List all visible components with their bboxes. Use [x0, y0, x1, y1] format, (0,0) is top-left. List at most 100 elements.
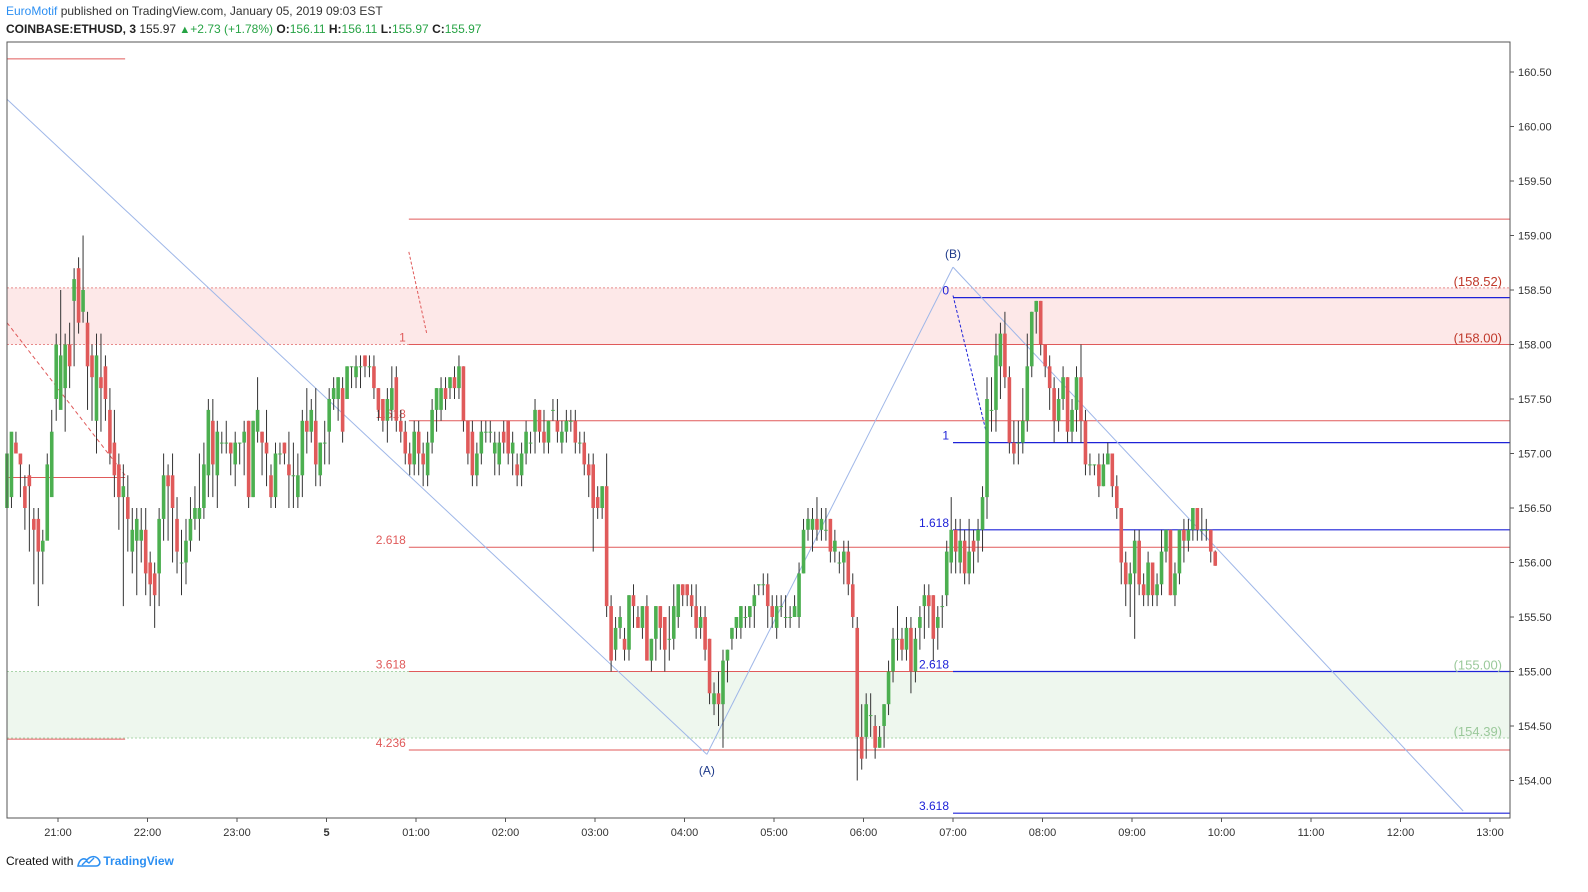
candle-body — [461, 366, 466, 421]
candle-body — [354, 366, 358, 378]
candle-body — [694, 606, 698, 628]
candle-body — [1191, 508, 1195, 530]
candle-body — [542, 431, 546, 443]
candle-body — [1132, 540, 1137, 574]
x-tick-label: 09:00 — [1118, 827, 1146, 839]
candle-body — [698, 617, 703, 628]
candle-body — [273, 453, 278, 498]
symbol-name: COINBASE:ETHUSD, 3 — [6, 22, 137, 36]
candle-body — [962, 540, 967, 574]
candle-body — [1173, 573, 1177, 596]
x-tick-label: 01:00 — [402, 827, 430, 839]
candle-body — [421, 453, 425, 465]
dashed-projection-line — [952, 295, 990, 443]
candle-body — [985, 399, 989, 498]
candle-body — [586, 464, 591, 476]
candle-body — [81, 290, 85, 312]
candle-body — [895, 638, 900, 640]
close-value: 155.97 — [444, 22, 482, 36]
candle-body — [327, 399, 331, 432]
candle-body — [944, 551, 949, 596]
candle-body — [971, 540, 976, 552]
candle-body — [1088, 464, 1092, 466]
x-tick-label: 23:00 — [223, 827, 251, 839]
x-tick-label: 06:00 — [850, 827, 878, 839]
candle-body — [1047, 366, 1052, 389]
candle-body — [1034, 300, 1039, 312]
author-link[interactable]: EuroMotif — [6, 4, 58, 18]
green-zone — [7, 671, 1510, 738]
candle-body — [264, 442, 269, 454]
candle-body — [671, 606, 676, 639]
candle-body — [886, 671, 891, 705]
candle-body — [591, 464, 596, 508]
candle-body — [372, 366, 376, 389]
x-tick-label: 02:00 — [492, 827, 520, 839]
candle-body — [152, 573, 157, 596]
candle-body — [716, 693, 721, 705]
candle-body — [492, 442, 497, 454]
chart-header: EuroMotif published on TradingView.com, … — [6, 4, 1566, 38]
candle-body — [721, 660, 725, 705]
candle-body — [457, 366, 461, 389]
candle-body — [367, 366, 372, 368]
candle-body — [761, 584, 766, 586]
candle-body — [1021, 420, 1025, 443]
candle-body — [613, 627, 618, 650]
candle-body — [1106, 453, 1110, 465]
candle-body — [251, 420, 255, 498]
candle-body — [1025, 366, 1030, 421]
candle-body — [935, 617, 940, 628]
candle-body — [1079, 377, 1083, 421]
created-with-text: Created with — [6, 854, 74, 868]
y-tick-label: 157.00 — [1518, 449, 1552, 461]
candle-body — [219, 442, 224, 444]
x-tick-label: 04:00 — [671, 827, 699, 839]
candle-body — [680, 584, 685, 596]
candle-body — [537, 409, 542, 432]
candle-body — [117, 464, 121, 498]
candle-body — [1155, 584, 1159, 596]
candle-body — [63, 344, 67, 389]
candle-body — [72, 279, 76, 301]
wave-trend-line — [952, 266, 1464, 812]
y-tick-label: 159.50 — [1518, 176, 1552, 188]
candle-body — [837, 562, 842, 564]
candle-body — [148, 562, 152, 585]
candle-body — [756, 584, 761, 586]
fib-blue-level-label: 1 — [942, 429, 949, 443]
x-tick-label: 11:00 — [1298, 827, 1325, 839]
y-tick-label: 157.50 — [1518, 394, 1552, 406]
candle-body — [443, 388, 448, 399]
candle-body — [891, 638, 895, 672]
candle-body — [157, 518, 161, 574]
candle-body — [76, 268, 81, 323]
candle-body — [980, 497, 985, 530]
candle-body — [1061, 377, 1065, 399]
candle-body — [873, 726, 877, 748]
x-tick-label: 08:00 — [1029, 827, 1057, 839]
candle-body — [1208, 529, 1213, 552]
wave-label: (A) — [699, 763, 715, 777]
tradingview-brand[interactable]: TradingView — [103, 854, 174, 868]
candle-body — [1083, 420, 1088, 465]
candle-body — [622, 638, 627, 650]
y-tick-label: 158.00 — [1518, 340, 1552, 352]
y-tick-label: 156.00 — [1518, 558, 1552, 570]
candle-body — [707, 638, 712, 694]
candle-body — [506, 420, 510, 454]
candle-body — [765, 584, 770, 607]
candle-body — [846, 551, 851, 585]
candle-body — [564, 420, 569, 432]
candle-body — [269, 475, 273, 498]
candle-body — [175, 518, 179, 552]
candle-body — [730, 627, 734, 639]
candle-body — [1074, 377, 1079, 410]
candle-body — [667, 638, 672, 640]
candle-body — [797, 573, 801, 617]
candle-body — [595, 497, 600, 508]
candle-body — [237, 442, 242, 444]
price-level-label: (155.00) — [1454, 658, 1502, 673]
candle-body — [1003, 333, 1007, 378]
